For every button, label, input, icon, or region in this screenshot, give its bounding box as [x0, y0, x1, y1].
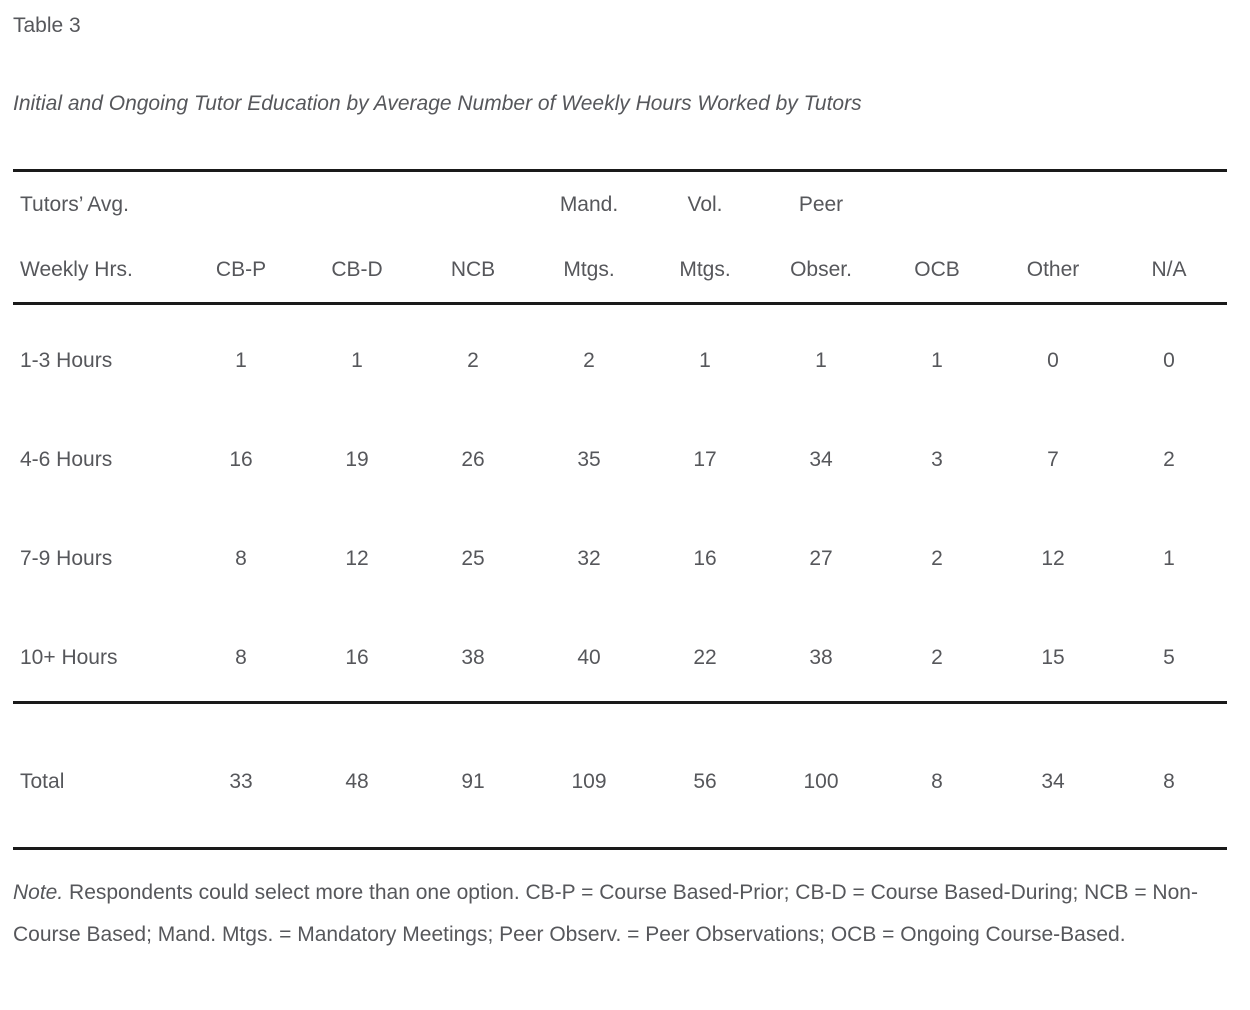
note-text: Respondents could select more than one o… — [13, 881, 1198, 946]
header-mand-mtgs-line1: Mand. — [559, 193, 619, 216]
header-cbp-line2: CB-P — [215, 258, 267, 281]
cell-value: 17 — [693, 448, 717, 471]
table-row-1-3-hours: 1-3 Hours 1 1 2 2 1 1 1 0 0 — [13, 304, 1227, 405]
total-cell-value: 33 — [183, 702, 299, 850]
cell-value: 1 — [351, 349, 363, 372]
table-row-4-6-hours: 4-6 Hours 16 19 26 35 17 34 3 7 2 — [13, 404, 1227, 503]
header-cbd-line2: CB-D — [331, 258, 383, 281]
total-cell-value: 34 — [995, 702, 1111, 850]
cell-value: 19 — [345, 448, 369, 471]
total-cell-value: 8 — [879, 702, 995, 850]
header-cell-na: N/A — [1111, 170, 1227, 305]
cell-value: 16 — [693, 547, 717, 570]
header-cell-peer-obser: Peer Obser. — [763, 170, 879, 305]
cell-value: 1 — [1163, 547, 1175, 570]
row-label: 4-6 Hours — [20, 448, 113, 471]
cell-value: 38 — [763, 602, 879, 704]
total-cell-value: 109 — [531, 702, 647, 850]
header-cbp-line1 — [183, 172, 299, 237]
table-header: Tutors’ Avg. Weekly Hrs. CB-P CB-D NCB M… — [13, 170, 1227, 305]
cell-value: 2 — [1163, 448, 1175, 471]
header-cell-weekly-hours: Tutors’ Avg. Weekly Hrs. — [13, 170, 183, 305]
total-cell-value: 56 — [647, 702, 763, 850]
row-label: 7-9 Hours — [20, 547, 113, 570]
table-body: 1-3 Hours 1 1 2 2 1 1 1 0 0 4-6 Hours 16… — [13, 304, 1227, 704]
header-other-line1 — [995, 172, 1111, 237]
table-row-total: Total 33 48 91 109 56 100 8 34 8 — [13, 702, 1227, 850]
total-cell-value: 100 — [763, 702, 879, 850]
header-na-line2: N/A — [1151, 258, 1187, 281]
tutor-education-table: Tutors’ Avg. Weekly Hrs. CB-P CB-D NCB M… — [13, 169, 1227, 850]
table-title: Initial and Ongoing Tutor Education by A… — [13, 92, 862, 115]
total-cell-value: 48 — [299, 702, 415, 850]
cell-value: 38 — [415, 602, 531, 704]
header-na-line1 — [1111, 172, 1227, 237]
header-cell-mand-mtgs: Mand. Mtgs. — [531, 170, 647, 305]
cell-value: 0 — [1047, 349, 1059, 372]
header-weekly-hours-line2: Weekly Hrs. — [20, 258, 133, 281]
total-cell-value: 8 — [1111, 702, 1227, 850]
header-vol-mtgs-line1: Vol. — [687, 193, 723, 216]
header-cell-cbp: CB-P — [183, 170, 299, 305]
paper-page: Table 3 Initial and Ongoing Tutor Educat… — [13, 14, 1227, 956]
cell-value: 8 — [183, 602, 299, 704]
cell-value: 2 — [931, 547, 943, 570]
cell-value: 25 — [461, 547, 485, 570]
header-weekly-hours-line1: Tutors’ Avg. — [20, 193, 129, 216]
total-cell-value: 91 — [415, 702, 531, 850]
header-other-line2: Other — [1026, 258, 1080, 281]
cell-value: 12 — [1041, 547, 1065, 570]
cell-value: 16 — [299, 602, 415, 704]
table-row-7-9-hours: 7-9 Hours 8 12 25 32 16 27 2 12 1 — [13, 503, 1227, 602]
cell-value: 12 — [345, 547, 369, 570]
cell-value: 3 — [931, 448, 943, 471]
cell-value: 1 — [815, 349, 827, 372]
row-label: 1-3 Hours — [20, 349, 113, 372]
cell-value: 35 — [577, 448, 601, 471]
table-row-10plus-hours: 10+ Hours 8 16 38 40 22 38 2 15 5 — [13, 602, 1227, 704]
cell-value: 5 — [1111, 602, 1227, 704]
header-row: Tutors’ Avg. Weekly Hrs. CB-P CB-D NCB M… — [13, 170, 1227, 305]
cell-value: 0 — [1163, 349, 1175, 372]
table-total-section: Total 33 48 91 109 56 100 8 34 8 — [13, 702, 1227, 850]
cell-value: 26 — [461, 448, 485, 471]
cell-value: 7 — [1047, 448, 1059, 471]
cell-value: 1 — [235, 349, 247, 372]
cell-value: 1 — [699, 349, 711, 372]
cell-value: 15 — [995, 602, 1111, 704]
cell-value: 1 — [931, 349, 943, 372]
header-mand-mtgs-line2: Mtgs. — [563, 258, 615, 281]
header-peer-obser-line2: Obser. — [790, 258, 852, 281]
note-label: Note. — [13, 881, 64, 904]
cell-value: 8 — [235, 547, 247, 570]
header-ocb-line2: OCB — [914, 258, 960, 281]
row-label: 10+ Hours — [13, 602, 183, 704]
header-ocb-line1 — [879, 172, 995, 237]
cell-value: 34 — [809, 448, 833, 471]
total-row-label: Total — [13, 702, 183, 850]
cell-value: 40 — [531, 602, 647, 704]
cell-value: 22 — [647, 602, 763, 704]
cell-value: 2 — [583, 349, 595, 372]
table-number-label: Table 3 — [13, 14, 81, 37]
cell-value: 2 — [879, 602, 995, 704]
cell-value: 2 — [467, 349, 479, 372]
cell-value: 32 — [577, 547, 601, 570]
header-cell-other: Other — [995, 170, 1111, 305]
header-ncb-line2: NCB — [450, 258, 496, 281]
header-cell-ocb: OCB — [879, 170, 995, 305]
header-cell-ncb: NCB — [415, 170, 531, 305]
table-note: Note. Respondents could select more than… — [13, 872, 1227, 956]
header-vol-mtgs-line2: Mtgs. — [679, 258, 731, 281]
header-ncb-line1 — [415, 172, 531, 237]
cell-value: 16 — [229, 448, 253, 471]
cell-value: 27 — [809, 547, 833, 570]
header-cell-vol-mtgs: Vol. Mtgs. — [647, 170, 763, 305]
header-cell-cbd: CB-D — [299, 170, 415, 305]
header-peer-obser-line1: Peer — [798, 193, 844, 216]
header-cbd-line1 — [299, 172, 415, 237]
